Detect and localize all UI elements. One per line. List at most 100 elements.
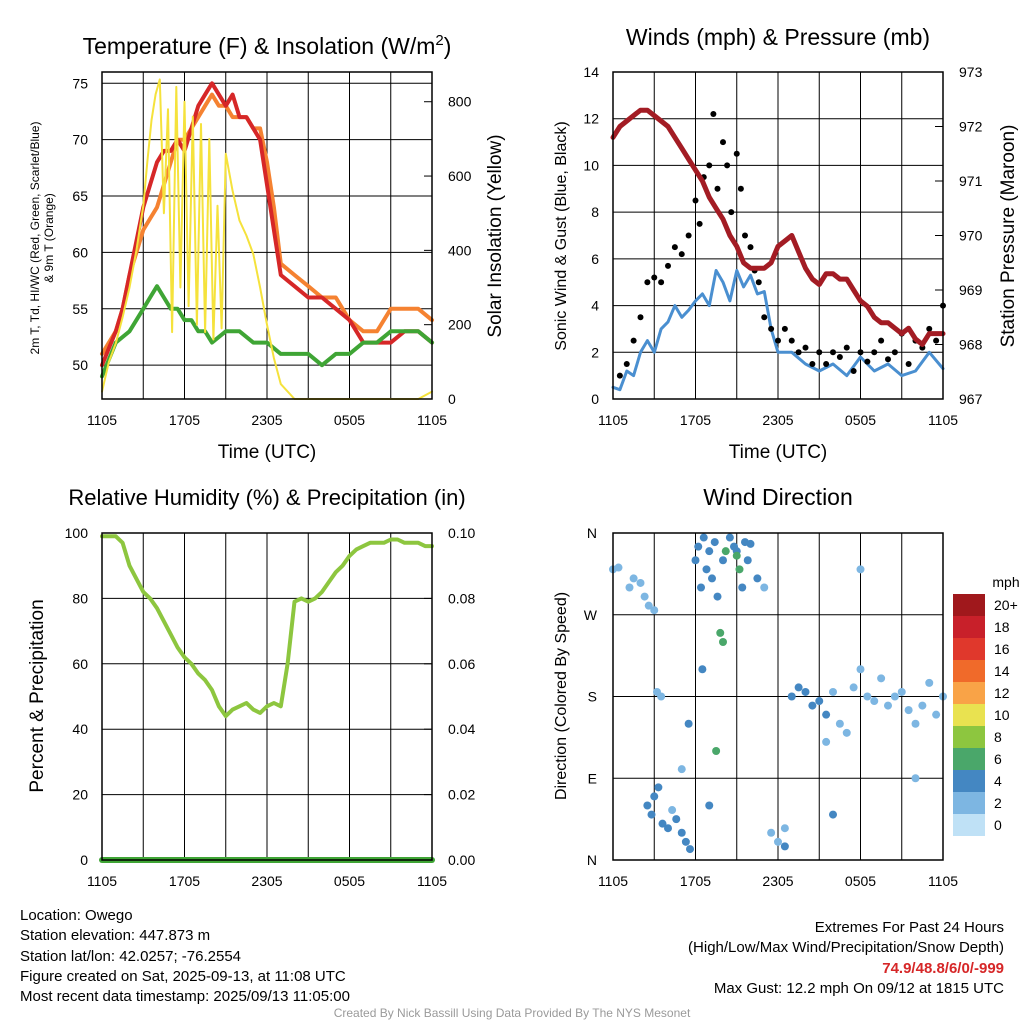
direction-point: [677, 765, 686, 774]
y-right-tick-label: 600: [448, 168, 472, 184]
direction-point: [713, 592, 722, 601]
y-tick-label: 10: [583, 157, 599, 173]
series-point: [685, 232, 692, 239]
series-point: [788, 337, 795, 344]
direction-point: [829, 687, 837, 696]
y-right-tick-label: 0.00: [448, 852, 475, 868]
direction-point: [705, 547, 714, 556]
wind-direction-chart-title: Wind Direction: [703, 484, 853, 510]
direction-point: [822, 710, 831, 719]
series-point: [857, 349, 864, 356]
y-right-tick-label: 967: [959, 391, 983, 407]
series-point: [651, 274, 658, 281]
direction-point: [643, 801, 652, 810]
legend-label: 10: [994, 707, 1010, 723]
x-tick-label: 1705: [680, 873, 711, 889]
y-right-tick-label: 400: [448, 242, 472, 258]
temperature-chart-title: Temperature (F) & Insolation (W/m2): [83, 32, 452, 59]
series-point: [658, 279, 665, 286]
series-point: [755, 279, 762, 286]
direction-point: [863, 692, 872, 701]
direction-point: [911, 719, 920, 728]
x-tick-label: 1105: [87, 873, 117, 889]
direction-point: [870, 697, 879, 706]
y-tick-label: 65: [72, 188, 88, 204]
series-point: [830, 349, 836, 356]
station-elevation: Station elevation: 447.873 m: [20, 927, 211, 945]
direction-point: [925, 678, 934, 687]
plot-border: [612, 71, 944, 400]
series-point: [720, 139, 726, 146]
direction-point: [732, 551, 741, 560]
series-point: [926, 325, 933, 332]
direction-point: [911, 774, 920, 783]
legend-label: 2: [994, 795, 1002, 811]
wind-direction-panel: Wind Direction Direction (Colored By Spe…: [553, 484, 1020, 889]
station-latlon: Station lat/lon: 42.0257; -76.2554: [20, 947, 242, 965]
direction-point: [712, 747, 721, 755]
direction-point: [849, 683, 858, 692]
y-right-tick-label: 0.10: [448, 525, 475, 541]
credit-line: Created By Nick Bassill Using Data Provi…: [333, 1006, 691, 1020]
direction-point: [835, 719, 844, 728]
x-tick-label: 0505: [334, 412, 365, 428]
recent-data-timestamp: Most recent data timestamp: 2025/09/13 1…: [20, 988, 350, 1006]
series-point: [816, 349, 823, 356]
y-right-tick-label: 970: [959, 228, 983, 244]
direction-point: [716, 628, 725, 637]
direction-point: [856, 565, 865, 574]
legend-color-swatch: [953, 726, 985, 748]
direction-point: [794, 683, 803, 692]
direction-point: [686, 845, 694, 854]
series-point: [836, 353, 843, 360]
y-tick-label: 0: [80, 852, 88, 868]
legend-label: 4: [994, 773, 1002, 789]
direction-point: [719, 638, 727, 646]
y-tick-label: 0: [591, 391, 599, 407]
legend-color-swatch: [953, 748, 985, 770]
y-tick-label: 40: [72, 721, 88, 737]
series-point: [616, 372, 623, 379]
series-point: [623, 360, 630, 367]
direction-point: [808, 701, 817, 710]
direction-point: [710, 538, 719, 547]
series-point: [823, 360, 830, 367]
direction-point: [698, 665, 707, 674]
direction-point: [647, 810, 656, 819]
y-tick-label: 60: [72, 244, 88, 260]
direction-point: [694, 542, 703, 551]
series-point: [706, 162, 713, 169]
pressure-y-axis-label: Station Pressure (Maroon): [998, 125, 1019, 348]
series-point: [671, 244, 678, 251]
series-point: [850, 367, 857, 374]
direction-point: [918, 701, 927, 710]
series-point: [864, 358, 871, 365]
legend-color-swatch: [953, 770, 985, 792]
direction-point: [842, 728, 851, 737]
y-tick-label: 12: [583, 111, 599, 127]
direction-point: [650, 792, 659, 801]
winds-x-axis-label: Time (UTC): [729, 442, 828, 463]
legend-label: 12: [994, 685, 1010, 701]
x-tick-label: 1105: [928, 873, 958, 889]
direction-point: [708, 574, 716, 583]
series-point: [742, 232, 748, 239]
series-point: [905, 360, 912, 367]
series-point: [761, 314, 768, 321]
extremes-legend: (High/Low/Max Wind/Precipitation/Snow De…: [688, 939, 1004, 957]
direction-tick-label: W: [584, 607, 598, 623]
y-right-tick-label: 973: [959, 64, 983, 80]
legend-color-swatch: [953, 638, 985, 660]
x-tick-label: 1105: [417, 873, 447, 889]
direction-point: [650, 606, 659, 615]
plot-border: [101, 71, 433, 400]
direction-point: [721, 547, 730, 556]
direction-point: [829, 810, 837, 819]
direction-point: [719, 556, 727, 565]
humidity-precipitation-panel: Relative Humidity (%) & Precipitation (i…: [27, 485, 475, 889]
series-point: [781, 325, 788, 332]
series-point: [885, 356, 891, 363]
y-tick-label: 60: [72, 656, 88, 672]
y-tick-label: 55: [72, 301, 88, 317]
plot-border: [612, 532, 944, 861]
